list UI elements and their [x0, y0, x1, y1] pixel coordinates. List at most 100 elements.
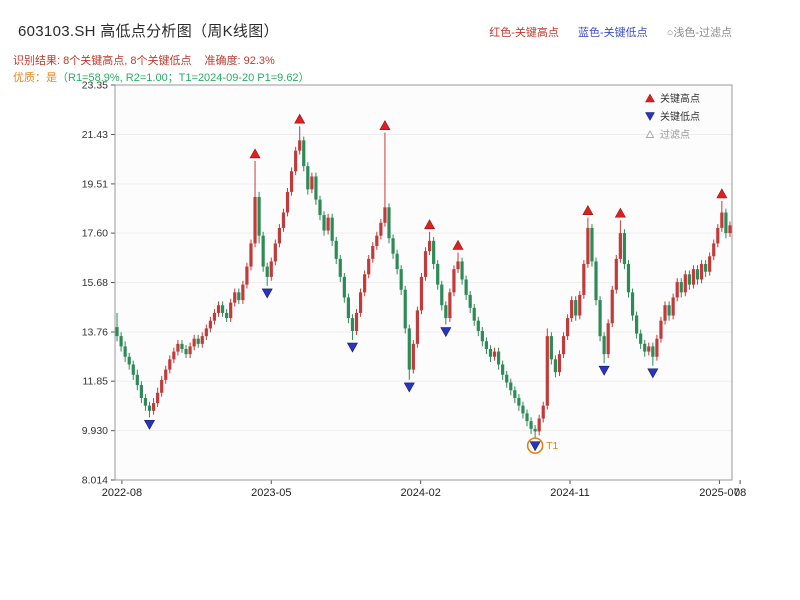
candle-body	[298, 140, 302, 151]
candle-body	[249, 243, 253, 267]
candle-body	[151, 403, 156, 411]
candle-body	[521, 405, 525, 414]
candle-body	[708, 256, 712, 272]
candle-body	[659, 320, 663, 339]
key-high-marker	[424, 219, 436, 230]
legend-down-triangle-icon	[645, 112, 655, 122]
candle-body	[716, 227, 720, 244]
candle-body	[375, 235, 379, 246]
y-tick-label: 11.85	[83, 376, 109, 388]
candle-body	[216, 305, 221, 313]
candle-body	[285, 191, 290, 213]
candle-body	[411, 343, 415, 370]
candle-body	[517, 397, 521, 406]
t1-label: T1	[546, 440, 558, 452]
y-tick-label: 19.51	[82, 178, 108, 190]
candle-body	[691, 269, 696, 285]
candle-body	[395, 253, 399, 270]
candle-body	[387, 207, 391, 239]
quality-status: 优质：是	[13, 72, 57, 84]
candle-body	[513, 390, 517, 398]
candle-body	[586, 227, 590, 265]
candle-body	[545, 336, 549, 406]
candle-body	[533, 428, 537, 432]
candle-body	[245, 266, 249, 285]
y-tick-label: 15.68	[82, 277, 108, 289]
candle-body	[383, 207, 387, 223]
candle-body	[695, 269, 700, 280]
legend-up-triangle-icon	[645, 93, 655, 103]
candle-body	[626, 264, 631, 293]
key-low-marker	[261, 288, 273, 299]
candle-body	[675, 282, 679, 298]
key-high-marker	[294, 113, 306, 124]
candle-body	[176, 343, 180, 352]
in-plot-legend-label: 关键低点	[660, 110, 700, 123]
candle-body	[590, 227, 594, 262]
candle-body	[334, 240, 338, 259]
candle-body	[180, 343, 184, 350]
candle-body	[302, 140, 306, 167]
quality-detail: （R1=58.9%, R2=1.00；T1=2024-09-20 P1=9.62…	[57, 72, 310, 84]
candle-body	[277, 227, 281, 244]
key-low-marker	[598, 365, 610, 376]
candle-body	[505, 374, 509, 383]
candle-body	[399, 269, 403, 290]
candle-body	[289, 171, 294, 192]
x-tick-label: 2025-07	[699, 487, 739, 499]
candle-body	[468, 294, 472, 308]
candle-body	[184, 349, 188, 355]
candle-body	[488, 349, 493, 357]
candle-body	[566, 318, 570, 337]
x-tick-label: 08	[734, 487, 746, 499]
candle-body	[225, 312, 229, 319]
candle-body	[310, 176, 314, 190]
candle-body	[354, 312, 359, 331]
in-plot-legend-label: 过滤点	[660, 128, 690, 141]
candle-body	[496, 351, 501, 365]
key-low-marker	[440, 327, 452, 338]
candle-body	[253, 197, 257, 244]
candle-body	[610, 289, 614, 324]
candle-body	[269, 261, 273, 277]
candle-body	[553, 359, 558, 373]
candle-body	[655, 338, 659, 357]
candle-body	[241, 284, 245, 301]
candle-body	[480, 330, 484, 342]
candle-body	[582, 264, 586, 295]
candle-body	[720, 212, 724, 228]
in-plot-legend-label: 关键高点	[660, 92, 700, 105]
x-tick-label: 2023-05	[251, 487, 291, 499]
candle-body	[208, 320, 212, 329]
candle-body	[472, 307, 476, 321]
candle-body	[570, 300, 574, 319]
candle-body	[448, 292, 452, 319]
y-tick-label: 17.60	[82, 228, 108, 240]
candle-body	[704, 264, 708, 272]
candle-body	[687, 274, 691, 285]
candle-body	[456, 261, 460, 270]
candle-body	[651, 346, 655, 357]
legend-key-low-label: 蓝色-关键低点	[577, 27, 648, 39]
candle-body	[679, 282, 683, 293]
top-legend: 红色-关键高点 蓝色-关键低点 ○浅色-过滤点	[473, 24, 732, 40]
key-high-marker	[379, 120, 391, 130]
candle-body	[622, 233, 627, 265]
candle-body	[204, 328, 208, 337]
candle-body	[667, 305, 671, 316]
candle-body	[143, 397, 148, 406]
candle-body	[630, 292, 635, 316]
candle-body	[643, 343, 647, 352]
candle-body	[342, 276, 346, 298]
candle-body	[635, 315, 639, 334]
candle-body	[415, 310, 420, 344]
key-high-marker	[582, 205, 594, 215]
quality-line: 优质：是（R1=58.9%, R2=1.00；T1=2024-09-20 P1=…	[13, 69, 310, 85]
candle-body	[192, 338, 196, 347]
candle-body	[476, 320, 480, 331]
candle-body	[358, 292, 363, 313]
candle-body	[403, 289, 407, 329]
candle-body	[229, 302, 233, 319]
candle-body	[115, 327, 119, 337]
candle-body	[464, 279, 468, 295]
